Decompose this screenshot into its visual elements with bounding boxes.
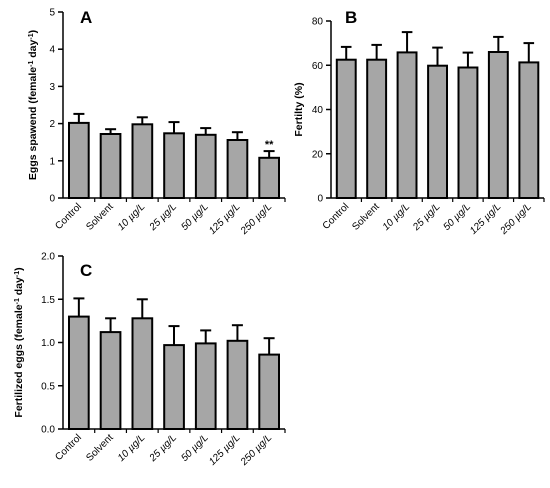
y-tick-label: 2 — [49, 119, 55, 130]
y-tick-label: 1.0 — [41, 338, 55, 349]
bar — [68, 121, 90, 199]
y-tick-label: 0.5 — [41, 381, 55, 392]
bar — [99, 133, 122, 199]
bar — [366, 58, 388, 200]
bar — [163, 344, 185, 431]
y-tick-label: 80 — [312, 17, 324, 28]
y-tick-label: 1 — [49, 156, 55, 167]
category-label: 10 µg/L — [381, 201, 413, 233]
category-label: 25 µg/L — [147, 201, 179, 233]
bar — [396, 51, 418, 200]
category-label: 25 µg/L — [147, 432, 179, 464]
category-label: 250 µg/L — [498, 201, 534, 237]
significance-label: ** — [265, 139, 274, 151]
category-label: Solvent — [84, 201, 116, 233]
category-label: 125 µg/L — [468, 201, 503, 236]
bar — [131, 123, 154, 199]
panel-letter: B — [345, 8, 357, 27]
category-label: Solvent — [84, 432, 116, 464]
bar — [99, 331, 122, 431]
bar — [487, 51, 509, 199]
bar — [226, 339, 249, 430]
category-label: 10 µg/L — [116, 432, 148, 464]
y-tick-label: 3 — [49, 82, 55, 93]
category-label: 50 µg/L — [179, 201, 211, 233]
category-label: Control — [53, 432, 84, 463]
y-tick-label: 0 — [49, 194, 55, 205]
category-label: 25 µg/L — [410, 201, 442, 233]
y-tick-label: 0.0 — [41, 425, 55, 436]
bar — [163, 132, 185, 199]
category-label: 250 µg/L — [238, 201, 274, 237]
category-label: 125 µg/L — [207, 432, 242, 467]
y-tick-label: 1.5 — [41, 295, 55, 306]
bar — [457, 66, 479, 199]
bar — [131, 317, 154, 430]
bar — [226, 139, 249, 199]
bar — [258, 353, 280, 431]
y-tick-label: 4 — [49, 45, 55, 56]
y-tick-label: 60 — [312, 61, 324, 72]
bar — [68, 315, 90, 431]
y-tick-label: 2.0 — [41, 252, 55, 263]
bar — [194, 133, 217, 200]
y-axis-title: Fertilty (%) — [293, 82, 305, 136]
y-axis-title: Eggs spawend (female-1 day-1) — [27, 30, 39, 180]
y-tick-label: 5 — [49, 8, 55, 19]
panel-letter: C — [80, 261, 92, 280]
y-tick-label: 0 — [317, 194, 323, 205]
bar — [258, 156, 280, 200]
category-label: Solvent — [350, 201, 382, 233]
y-tick-label: 40 — [312, 105, 324, 116]
category-label: Control — [321, 201, 352, 232]
bar — [427, 64, 449, 199]
category-label: 125 µg/L — [207, 201, 242, 236]
bar — [335, 58, 357, 200]
bar — [194, 342, 217, 430]
bar — [518, 61, 540, 200]
panel-letter: A — [80, 8, 92, 27]
category-label: 50 µg/L — [179, 432, 211, 464]
category-label: 250 µg/L — [238, 432, 274, 468]
category-label: Control — [53, 201, 84, 232]
y-tick-label: 20 — [312, 149, 324, 160]
y-axis-title: Fertilized eggs (female-1 day-1) — [13, 267, 25, 417]
category-label: 10 µg/L — [116, 201, 148, 233]
